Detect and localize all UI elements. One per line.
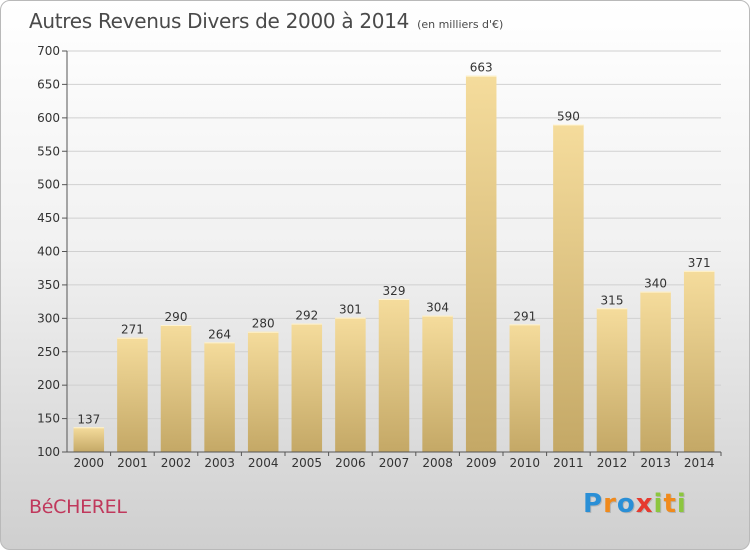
- x-tick-labels: 2000 2001 2002 2003 2004 2005 2006 2007 2008 2009…: [74, 456, 715, 470]
- y-tick-label: 250: [37, 345, 60, 359]
- y-tick-label: 500: [37, 178, 60, 192]
- y-tick-label: 650: [37, 77, 60, 91]
- x-tick-label-2003: 2003: [204, 456, 235, 470]
- data-label-2001: 271: [121, 323, 144, 337]
- y-tick-label: 450: [37, 211, 60, 225]
- proxiti-logo: Proxiti: [583, 489, 687, 519]
- chart-title: Autres Revenus Divers de 2000 à 2014: [29, 9, 410, 33]
- y-tick-label: 700: [37, 44, 60, 58]
- x-tick-label-2008: 2008: [422, 456, 453, 470]
- x-tick-label-2011: 2011: [553, 456, 584, 470]
- bars: [73, 75, 715, 453]
- x-tick-label-2012: 2012: [597, 456, 628, 470]
- bar-2010: [509, 324, 541, 452]
- logo-letter: P: [583, 489, 604, 519]
- x-tick-label-2004: 2004: [248, 456, 279, 470]
- bar-2002: [160, 325, 192, 452]
- logo-letter: i: [653, 489, 664, 519]
- bar-2004: [247, 331, 279, 452]
- bar-2012: [596, 308, 628, 452]
- axes: [66, 51, 722, 456]
- x-tick-label-2006: 2006: [335, 456, 366, 470]
- data-label-2007: 329: [383, 284, 406, 298]
- data-label-2011: 590: [557, 110, 580, 124]
- logo-letter: t: [663, 489, 677, 519]
- logo-letter: o: [616, 489, 636, 519]
- logo-letter: r: [603, 489, 617, 519]
- y-tick-labels: 100 150 200 250 300 350 400 450 500 550 600 650 700: [37, 44, 60, 459]
- y-tick-label: 300: [37, 311, 60, 325]
- y-tick-label: 550: [37, 144, 60, 158]
- x-tick-label-2014: 2014: [684, 456, 715, 470]
- place-name: BéCHEREL: [29, 496, 127, 518]
- y-tick-label: 150: [37, 412, 60, 426]
- data-label-2012: 315: [601, 293, 624, 307]
- x-tick-label-2000: 2000: [74, 456, 105, 470]
- bar-2007: [378, 298, 410, 452]
- chart-subtitle: (en milliers d'€): [417, 18, 504, 31]
- title-block: Autres Revenus Divers de 2000 à 2014 (en …: [29, 9, 503, 33]
- data-label-2008: 304: [426, 301, 449, 315]
- data-label-2002: 290: [165, 310, 188, 324]
- bar-2006: [335, 317, 366, 452]
- x-tick-label-2002: 2002: [161, 456, 192, 470]
- bar-2001: [117, 337, 148, 452]
- logo-letter: x: [635, 489, 654, 519]
- data-label-2004: 280: [252, 317, 275, 331]
- bar-2000: [73, 427, 105, 452]
- y-tick-label: 350: [37, 278, 60, 292]
- data-label-2009: 663: [470, 61, 493, 75]
- data-label-2000: 137: [77, 412, 100, 426]
- y-tick-label: 200: [37, 378, 60, 392]
- logo-letter: i: [676, 489, 687, 519]
- y-tick-label: 600: [37, 111, 60, 125]
- bar-2005: [291, 323, 323, 452]
- y-tick-label: 100: [37, 445, 60, 459]
- y-tick-label: 400: [37, 245, 60, 259]
- data-labels: 137 271 290 264 280 292 301 329 304 663 291 590 315 3…: [77, 61, 710, 427]
- x-tick-label-2005: 2005: [292, 456, 323, 470]
- bar-2009: [465, 75, 497, 452]
- x-tick-label-2010: 2010: [510, 456, 541, 470]
- data-label-2003: 264: [208, 327, 231, 341]
- data-label-2014: 371: [688, 256, 711, 270]
- data-label-2006: 301: [339, 303, 362, 317]
- x-tick-label-2009: 2009: [466, 456, 497, 470]
- bar-2013: [640, 291, 671, 452]
- bar-2014: [683, 270, 715, 452]
- x-tick-label-2013: 2013: [640, 456, 671, 470]
- x-tick-label-2007: 2007: [379, 456, 410, 470]
- bar-2008: [422, 315, 453, 452]
- bar-2011: [553, 124, 584, 453]
- data-label-2013: 340: [644, 277, 667, 291]
- data-label-2005: 292: [295, 309, 318, 323]
- bar-2003: [204, 342, 235, 452]
- data-label-2010: 291: [513, 309, 536, 323]
- x-tick-label-2001: 2001: [117, 456, 148, 470]
